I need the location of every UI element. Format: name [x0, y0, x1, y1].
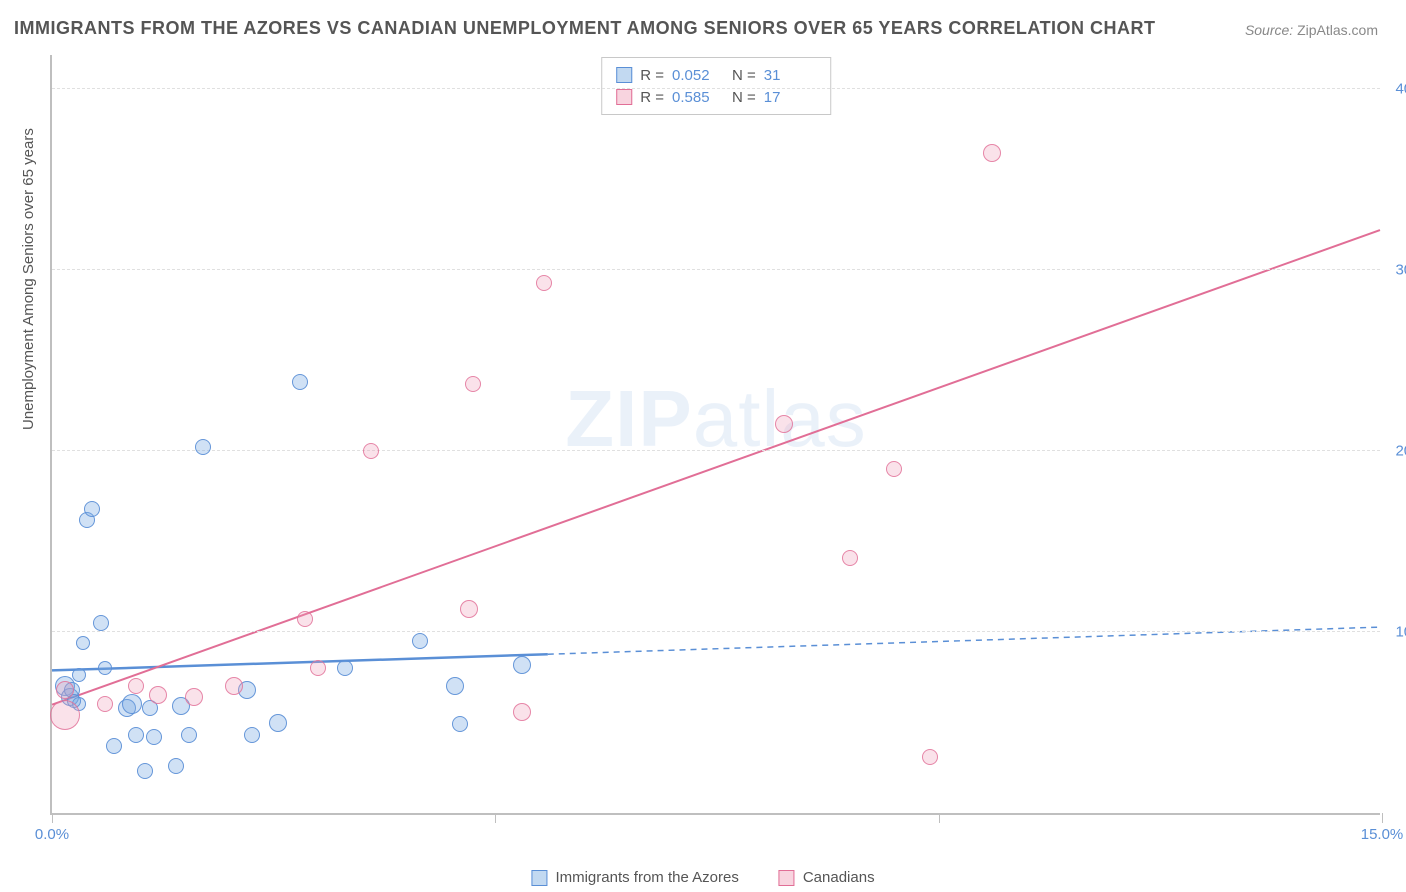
data-point: [50, 700, 80, 730]
data-point: [225, 677, 243, 695]
legend-stat-row: R = 0.585 N = 17: [616, 86, 816, 108]
data-point: [106, 738, 122, 754]
legend-item: Canadians: [779, 869, 875, 886]
data-point: [775, 415, 793, 433]
data-point: [292, 374, 308, 390]
gridline: [52, 450, 1380, 451]
data-point: [983, 144, 1001, 162]
data-point: [269, 714, 287, 732]
data-point: [363, 443, 379, 459]
data-point: [886, 461, 902, 477]
legend-n-key: N =: [732, 89, 756, 106]
data-point: [98, 661, 112, 675]
data-point: [310, 660, 326, 676]
x-tick: [939, 813, 940, 823]
chart-plot-area: ZIPatlas R =0.052N =31R =0.585N =17 10.0…: [50, 55, 1380, 815]
data-point: [536, 275, 552, 291]
data-point: [72, 668, 86, 682]
data-point: [460, 600, 478, 618]
y-tick-label: 40.0%: [1395, 81, 1406, 98]
data-point: [93, 615, 109, 631]
data-point: [446, 677, 464, 695]
data-point: [128, 727, 144, 743]
legend-label: Canadians: [803, 869, 875, 886]
x-tick-label: 0.0%: [35, 826, 69, 843]
legend-series: Immigrants from the Azores Canadians: [531, 869, 874, 886]
trend-lines: [52, 55, 1380, 813]
legend-stat-row: R = 0.052 N = 31: [616, 64, 816, 86]
data-point: [195, 439, 211, 455]
data-point: [146, 729, 162, 745]
x-tick: [52, 813, 53, 823]
gridline: [52, 88, 1380, 89]
legend-n-key: N =: [732, 67, 756, 84]
y-tick-label: 30.0%: [1395, 262, 1406, 279]
gridline: [52, 269, 1380, 270]
data-point: [452, 716, 468, 732]
data-point: [412, 633, 428, 649]
data-point: [149, 686, 167, 704]
legend-swatch: [616, 67, 632, 83]
data-point: [76, 636, 90, 650]
legend-stats: R = 0.052 N = 31 R = 0.585 N = 17: [601, 57, 831, 115]
chart-title: IMMIGRANTS FROM THE AZORES VS CANADIAN U…: [14, 18, 1156, 39]
data-point: [513, 703, 531, 721]
data-point: [56, 681, 74, 699]
data-point: [168, 758, 184, 774]
legend-r-value: 0.052: [672, 67, 724, 84]
data-point: [337, 660, 353, 676]
data-point: [297, 611, 313, 627]
source-label: Source:: [1245, 22, 1293, 38]
gridline: [52, 631, 1380, 632]
y-tick-label: 20.0%: [1395, 443, 1406, 460]
legend-swatch: [616, 89, 632, 105]
source-credit: Source: ZipAtlas.com: [1245, 22, 1378, 38]
data-point: [244, 727, 260, 743]
x-tick: [495, 813, 496, 823]
y-axis-title: Unemployment Among Seniors over 65 years: [20, 128, 37, 430]
legend-n-value: 31: [764, 67, 816, 84]
legend-swatch: [531, 870, 547, 886]
data-point: [465, 376, 481, 392]
data-point: [842, 550, 858, 566]
x-tick: [1382, 813, 1383, 823]
data-point: [137, 763, 153, 779]
legend-r-value: 0.585: [672, 89, 724, 106]
legend-r-key: R =: [640, 67, 664, 84]
data-point: [181, 727, 197, 743]
source-value: ZipAtlas.com: [1297, 22, 1378, 38]
legend-n-value: 17: [764, 89, 816, 106]
data-point: [513, 656, 531, 674]
legend-swatch: [779, 870, 795, 886]
x-tick-label: 15.0%: [1361, 826, 1404, 843]
data-point: [84, 501, 100, 517]
legend-item: Immigrants from the Azores: [531, 869, 738, 886]
legend-label: Immigrants from the Azores: [555, 869, 738, 886]
data-point: [128, 678, 144, 694]
data-point: [922, 749, 938, 765]
data-point: [185, 688, 203, 706]
data-point: [122, 694, 142, 714]
y-tick-label: 10.0%: [1395, 624, 1406, 641]
legend-r-key: R =: [640, 89, 664, 106]
data-point: [97, 696, 113, 712]
